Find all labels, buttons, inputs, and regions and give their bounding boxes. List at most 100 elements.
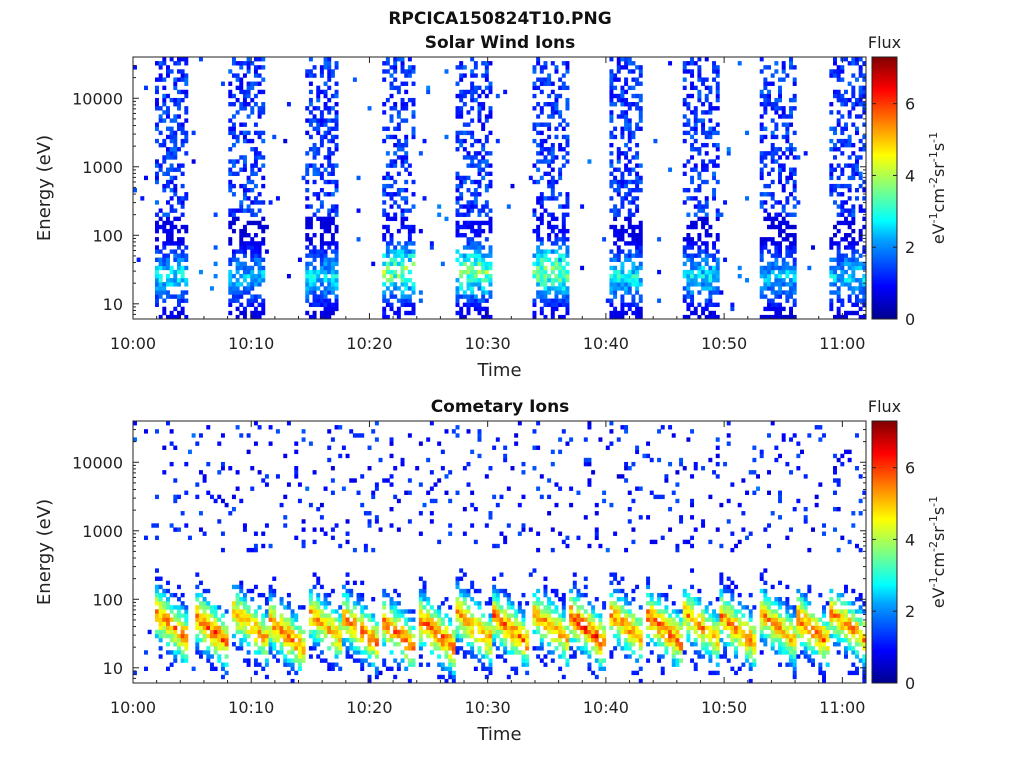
spectrogram-cell [462,224,467,230]
spectrogram-cell [569,621,574,626]
spectrogram-cell [767,286,771,291]
spectrogram-cell [792,77,797,82]
spectrogram-cell [312,298,317,303]
spectrogram-cell [268,584,273,590]
spectrogram-cell [851,106,856,111]
spectrogram-cell [690,69,695,74]
spectrogram-cell [184,130,189,136]
spectrogram-cell [455,233,460,238]
spectrogram-cell [459,179,464,185]
spectrogram-cell [253,609,258,614]
spectrogram-cell [697,269,702,275]
spectrogram-cell [316,208,321,213]
spectrogram-cell [609,601,614,606]
spectrogram-cell [613,290,618,295]
spectrogram-cell [624,57,629,62]
spectrogram-cell [173,151,178,156]
spectrogram-cell [785,73,790,78]
spectrogram-cell [631,265,636,271]
spectrogram-cell [158,592,163,598]
spectrogram-cell [715,208,720,213]
spectrogram-cell [462,179,467,185]
spectrogram-cell [319,527,324,532]
spectrogram-cell [294,633,299,639]
spectrogram-cell [162,617,167,622]
spectrogram-cell [173,118,178,123]
spectrogram-cell [693,61,698,66]
spectrogram-cell [250,625,255,631]
spectrogram-cell [404,89,409,95]
spectrogram-cell [484,171,489,177]
spectrogram-cell [620,134,625,140]
spectrogram-cell [349,592,354,598]
spectrogram-cell [165,613,170,618]
spectrogram-cell [708,286,713,291]
spectrogram-cell [323,278,328,283]
spectrogram-cell [484,646,489,651]
spectrogram-cell [770,261,775,267]
spectrogram-cell [334,654,339,659]
spectrogram-cell [257,89,262,95]
spectrogram-cell [363,543,368,549]
spectrogram-cell [195,621,200,626]
spectrogram-cell [382,658,387,663]
spectrogram-cell [565,646,570,651]
spectrogram-cell [550,282,555,287]
spectrogram-cell [228,126,233,131]
spectrogram-cell [294,613,299,618]
spectrogram-cell [400,658,405,663]
spectrogram-cell [404,138,409,144]
spectrogram-cell [301,175,306,181]
spectrogram-cell [154,224,159,230]
spectrogram-cell [451,670,456,676]
spectrogram-cell [173,167,178,172]
spectrogram-cell [635,310,640,316]
spectrogram-cell [195,597,200,602]
spectrogram-cell [624,302,629,308]
spectrogram-cell [411,658,416,663]
spectrogram-cell [781,204,786,209]
spectrogram-cell [173,294,178,299]
spectrogram-cell [462,220,467,226]
spectrogram-cell [173,77,178,82]
spectrogram-cell [506,597,511,602]
spectrogram-cell [712,241,717,246]
spectrogram-cell [312,151,317,156]
spectrogram-cell [613,310,618,316]
spectrogram-cell [176,646,181,651]
spectrogram-cell [327,147,332,152]
spectrogram-cell [250,61,255,66]
spectrogram-cell [455,188,460,193]
spectrogram-cell [286,625,291,631]
spectrogram-cell [404,188,409,193]
spectrogram-cell [349,654,354,659]
spectrogram-cell [283,658,288,663]
spectrogram-cell [308,204,313,209]
spectrogram-cell [305,224,310,230]
spectrogram-cell [250,286,255,291]
spectrogram-cell [239,81,244,86]
spectrogram-cell [231,163,236,168]
x-tick-label: 10:30 [465,334,511,353]
spectrogram-cell [312,601,317,606]
spectrogram-cell [334,147,339,152]
spectrogram-cell [631,294,636,299]
spectrogram-cell [162,171,167,177]
spectrogram-cell [470,179,475,185]
spectrogram-cell [180,89,185,95]
spectrogram-cell [616,208,621,213]
spectrogram-cell [382,188,387,193]
spectrogram-cell [246,130,251,136]
spectrogram-cell [327,163,332,168]
spectrogram-cell [847,282,852,287]
spectrogram-cell [437,478,442,483]
spectrogram-cell [572,584,577,590]
spectrogram-cell [785,298,790,303]
spectrogram-cell [627,208,632,213]
spectrogram-cell [169,134,174,140]
spectrogram-cell [774,257,779,262]
spectrogram-cell [242,523,247,528]
spectrogram-cell [327,245,332,250]
spectrogram-cell [308,282,313,287]
spectrogram-cell [547,224,552,230]
